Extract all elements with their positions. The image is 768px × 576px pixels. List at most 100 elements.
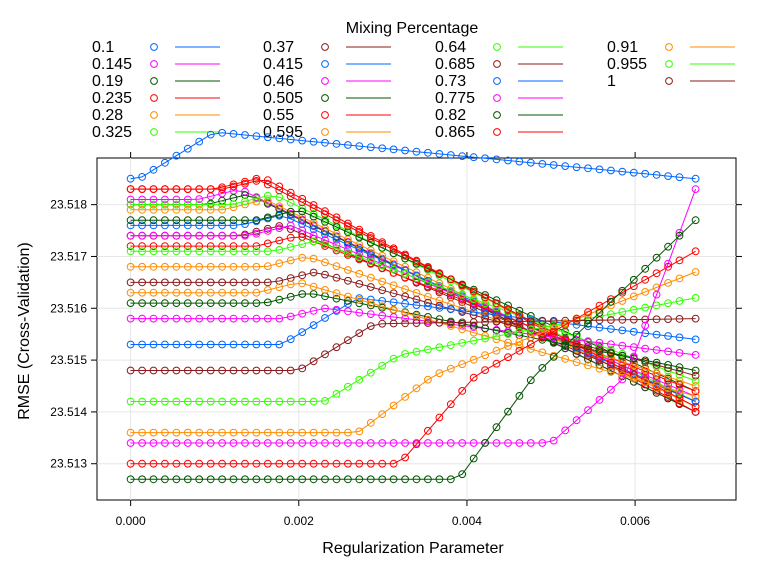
data-point xyxy=(218,299,227,308)
data-point xyxy=(691,314,700,323)
data-point xyxy=(344,292,352,301)
data-point xyxy=(126,366,135,375)
data-point xyxy=(149,459,158,468)
data-point xyxy=(332,289,341,298)
data-point xyxy=(263,224,272,233)
data-point xyxy=(618,341,627,350)
data-point xyxy=(618,375,627,384)
data-point xyxy=(412,319,421,328)
data-point xyxy=(469,308,478,317)
data-point xyxy=(241,247,249,256)
series-line xyxy=(130,271,696,434)
data-point xyxy=(229,247,238,256)
data-point xyxy=(458,291,467,299)
data-point xyxy=(252,247,261,256)
data-point xyxy=(538,328,547,337)
data-point xyxy=(401,350,410,358)
data-point xyxy=(309,459,318,468)
data-point xyxy=(355,295,364,304)
data-point xyxy=(389,319,398,328)
data-point xyxy=(538,317,547,326)
data-point xyxy=(252,314,261,323)
data-point xyxy=(355,375,364,384)
data-point xyxy=(298,198,307,207)
data-point xyxy=(229,180,238,189)
data-point xyxy=(275,459,284,468)
x-tick-label: 0.002 xyxy=(284,514,314,528)
data-point xyxy=(378,286,387,295)
data-point xyxy=(149,195,158,204)
legend-label: 0.865 xyxy=(435,124,475,141)
data-point xyxy=(629,305,638,314)
data-point xyxy=(321,314,329,322)
data-point xyxy=(161,439,169,447)
legend-item: 0.64 xyxy=(435,39,563,56)
data-point xyxy=(691,351,700,359)
data-point xyxy=(446,318,455,327)
data-point xyxy=(172,216,181,225)
legend-marker xyxy=(321,43,329,51)
data-point xyxy=(515,311,524,320)
legend-marker xyxy=(150,94,158,102)
data-point xyxy=(378,244,387,252)
data-point xyxy=(366,368,375,377)
data-point xyxy=(515,317,524,326)
data-point xyxy=(138,185,147,194)
data-point xyxy=(584,361,592,370)
data-point xyxy=(241,216,249,225)
data-point xyxy=(275,224,284,233)
series-line xyxy=(130,178,696,408)
x-tick-label: 0.006 xyxy=(620,514,650,528)
data-point xyxy=(321,270,329,279)
data-point xyxy=(218,439,227,447)
data-point xyxy=(206,185,215,194)
data-point xyxy=(412,274,421,283)
legend-marker xyxy=(321,94,329,102)
data-point xyxy=(263,366,272,375)
data-point xyxy=(149,278,158,287)
data-point xyxy=(275,246,284,254)
data-point xyxy=(401,292,410,301)
axes: 0.000 0.002 0.004 0.006 23.513 23.514 23.515 23… xyxy=(50,152,742,528)
series-0.595 xyxy=(126,253,700,390)
data-point xyxy=(355,240,364,249)
data-point xyxy=(263,439,272,447)
data-point xyxy=(652,346,661,354)
data-point xyxy=(561,355,570,363)
data-point xyxy=(275,259,284,268)
data-point xyxy=(504,305,512,314)
legend-marker xyxy=(321,60,329,68)
data-point xyxy=(172,340,181,349)
legend-marker xyxy=(321,77,329,85)
data-point xyxy=(664,242,672,251)
data-point xyxy=(252,278,261,287)
data-point xyxy=(195,205,204,214)
data-point xyxy=(366,322,375,331)
data-point xyxy=(321,350,329,359)
data-point xyxy=(309,268,318,277)
data-point xyxy=(241,299,249,308)
data-point xyxy=(286,256,295,265)
data-point xyxy=(206,247,215,256)
data-point xyxy=(664,366,672,375)
y-tick-label: 23.515 xyxy=(50,353,87,367)
data-point xyxy=(309,204,318,213)
data-point xyxy=(446,305,455,314)
data-point xyxy=(652,315,661,324)
data-point xyxy=(218,366,227,375)
data-point xyxy=(195,288,204,297)
series-0.82 xyxy=(126,290,700,375)
data-point xyxy=(435,413,444,422)
legend-label: 0.46 xyxy=(263,73,294,90)
data-point xyxy=(691,247,700,256)
data-point xyxy=(241,314,249,323)
data-point xyxy=(172,397,181,406)
data-point xyxy=(607,353,615,362)
data-point xyxy=(263,428,272,437)
data-point xyxy=(263,459,272,468)
data-point xyxy=(492,332,501,341)
data-point xyxy=(344,459,352,468)
data-point xyxy=(275,134,284,143)
x-tick-label: 0.004 xyxy=(452,514,482,528)
data-point xyxy=(263,176,272,185)
